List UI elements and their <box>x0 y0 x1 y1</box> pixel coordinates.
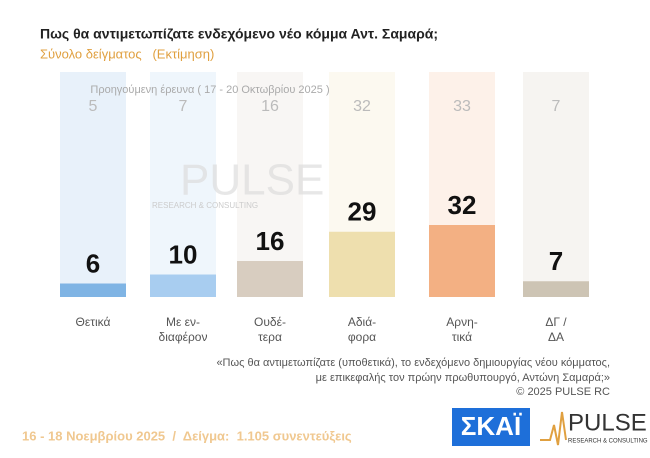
background-column <box>523 72 589 297</box>
value-label: 7 <box>549 246 563 276</box>
value-label: 32 <box>448 190 477 220</box>
background-column <box>150 72 216 297</box>
bar <box>329 231 395 297</box>
background-column <box>60 72 126 297</box>
chart-title: Πως θα αντιμετωπίζατε ενδεχόμενο νέο κόμ… <box>40 26 438 42</box>
watermark-sub: RESEARCH & CONSULTING <box>152 201 258 210</box>
skai-logo-box <box>452 408 530 446</box>
value-label: 10 <box>169 239 198 269</box>
category-label: Αρνη- τικά <box>446 315 478 344</box>
previous-label: Προηγούμενη έρευνα ( 17 - 20 Οκτωβρίου 2… <box>90 84 329 96</box>
category-label: Αδιά- φορα <box>347 315 377 344</box>
footer: 16 - 18 Νοεμβρίου 2025 / Δείγμα: 1.105 σ… <box>22 428 352 443</box>
pulse-logo: PULSE <box>568 409 647 436</box>
footnote: με επικεφαλής τον πρώην πρωθυπουργό, Αντ… <box>316 372 610 384</box>
previous-value: 16 <box>261 98 279 115</box>
value-label: 29 <box>348 197 377 227</box>
bar <box>237 261 303 297</box>
value-label: 16 <box>256 226 285 256</box>
footnote: © 2025 PULSE RC <box>516 386 610 398</box>
pulse-logo-sub: RESEARCH & CONSULTING <box>568 439 648 445</box>
pulse-logo-icon <box>540 411 567 446</box>
previous-value: 32 <box>353 98 371 115</box>
previous-value: 7 <box>552 98 561 115</box>
previous-value: 5 <box>89 98 98 115</box>
bar <box>60 283 126 297</box>
previous-value: 33 <box>453 98 471 115</box>
skai-logo: ΣΚΑΪ <box>461 411 522 441</box>
chart-subtitle: Σύνολο δείγματος (Εκτίμηση) <box>40 46 214 61</box>
previous-value: 7 <box>179 98 188 115</box>
category-label: Ουδέ- τερα <box>254 315 286 344</box>
background-column <box>237 72 303 297</box>
footnote: «Πως θα αντιμετωπίζατε (υποθετικά), το ε… <box>216 357 610 369</box>
category-label: Με εν- διαφέρον <box>158 315 208 344</box>
bar <box>150 274 216 297</box>
category-label: ΔΓ / ΔΑ <box>545 315 567 344</box>
bar <box>523 281 589 297</box>
value-label: 6 <box>86 248 100 278</box>
watermark: PULSE <box>180 156 324 205</box>
category-label: Θετικά <box>75 315 111 329</box>
bar <box>429 225 495 297</box>
